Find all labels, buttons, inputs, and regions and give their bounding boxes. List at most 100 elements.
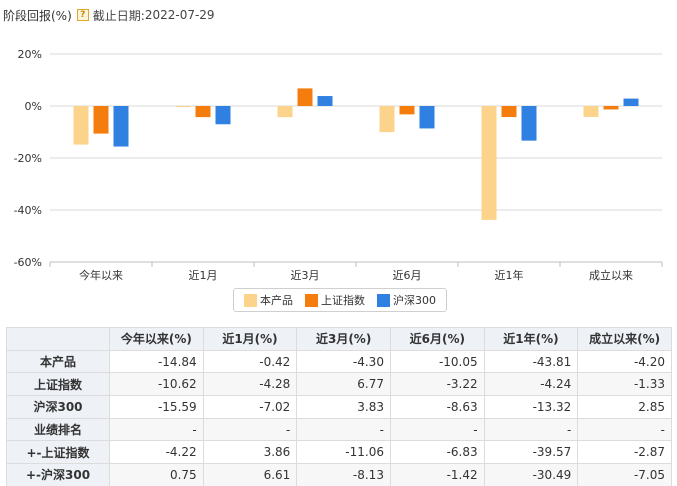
table-row: 本产品 -14.84 -0.42 -4.30 -10.05 -43.81 -4.20 <box>6 349 672 374</box>
table-cell: -1.33 <box>577 372 672 397</box>
bar-上证指数[interactable] <box>501 106 517 118</box>
bar-上证指数[interactable] <box>297 88 313 106</box>
bar-沪深300[interactable] <box>521 106 537 141</box>
returns-table: 今年以来(%) 近1月(%) 近3月(%) 近6月(%) 近1年(%) 成立以来(%) 本… <box>6 327 672 486</box>
table-cell: -10.05 <box>389 349 485 374</box>
legend-item[interactable]: 沪深300 <box>377 292 436 308</box>
column-header: 近6月(%) <box>389 327 485 351</box>
table-cell: -43.81 <box>483 349 579 374</box>
table-cell: -8.13 <box>296 463 391 486</box>
table-row: 业绩排名 - - - - - - <box>6 417 672 442</box>
bar-上证指数[interactable] <box>93 106 109 134</box>
table-cell: -14.84 <box>109 349 204 374</box>
table-cell: -7.02 <box>202 395 298 419</box>
table-cell: -6.83 <box>389 440 485 465</box>
table-cell: -4.28 <box>202 372 298 397</box>
bar-沪深300[interactable] <box>419 106 435 129</box>
table-cell: - <box>389 417 485 442</box>
legend-label: 本产品 <box>260 294 293 307</box>
chart-header: 阶段回报(%) ? 截止日期: 2022-07-29 <box>3 4 215 26</box>
x-tick-label: 近1月 <box>189 269 218 282</box>
bar-本产品[interactable] <box>379 106 395 133</box>
bar-上证指数[interactable] <box>399 106 415 115</box>
bar-上证指数[interactable] <box>195 106 211 118</box>
table-cell: -30.49 <box>483 463 579 486</box>
bar-本产品[interactable] <box>481 106 497 220</box>
bar-沪深300[interactable] <box>113 106 129 147</box>
table-cell: - <box>296 417 391 442</box>
legend-swatch <box>377 293 390 307</box>
table-cell: 6.61 <box>202 463 298 486</box>
x-tick-label: 近1年 <box>495 268 524 282</box>
y-tick-label: 20% <box>18 48 42 61</box>
row-label: +-上证指数 <box>6 440 110 465</box>
bar-本产品[interactable] <box>277 106 293 118</box>
bar-本产品[interactable] <box>583 106 599 117</box>
table-cell: 2.85 <box>577 395 672 419</box>
table-row: +-上证指数 -4.22 3.86 -11.06 -6.83 -39.57 -2.87 <box>6 440 672 465</box>
bar-本产品[interactable] <box>175 106 191 108</box>
bar-上证指数[interactable] <box>603 106 619 110</box>
row-label: 本产品 <box>6 349 110 374</box>
chart-legend: 本产品 上证指数 沪深300 <box>233 288 447 312</box>
table-cell: 6.77 <box>296 372 391 397</box>
chart-grid <box>50 53 662 263</box>
chart-axis: 20% 0% -20% -40% -60% 今年以来 近1月 近3月 近6月 近1年 成立以来 <box>14 48 663 282</box>
x-tick-label: 近3月 <box>291 269 320 282</box>
table-cell: -0.42 <box>202 349 298 374</box>
table-row: 上证指数 -10.62 -4.28 6.77 -3.22 -4.24 -1.33 <box>6 372 672 397</box>
table-cell: -4.20 <box>577 349 672 374</box>
row-label: 上证指数 <box>6 372 110 397</box>
table-cell: -8.63 <box>389 395 485 419</box>
y-tick-label: -40% <box>14 204 42 217</box>
column-header: 今年以来(%) <box>109 327 204 351</box>
y-tick-label: -20% <box>14 152 42 165</box>
bar-沪深300[interactable] <box>215 106 231 125</box>
row-label: 沪深300 <box>6 395 110 419</box>
legend-label: 沪深300 <box>393 294 436 307</box>
row-label: +-沪深300 <box>6 463 110 486</box>
x-tick-label: 近6月 <box>393 269 422 282</box>
table-row: +-沪深300 0.75 6.61 -8.13 -1.42 -30.49 -7.05 <box>6 463 672 486</box>
legend-item[interactable]: 本产品 <box>244 292 293 308</box>
returns-bar-chart: 20% 0% -20% -40% -60% 今年以来 近1月 近3月 近6月 近1年 成立以来 <box>14 48 663 282</box>
bar-沪深300[interactable] <box>317 96 333 106</box>
column-header: 近3月(%) <box>296 327 391 351</box>
legend-swatch <box>244 293 257 307</box>
x-tick-label: 成立以来 <box>589 268 633 282</box>
table-header-row: 今年以来(%) 近1月(%) 近3月(%) 近6月(%) 近1年(%) 成立以来(%) <box>6 327 672 351</box>
table-cell: - <box>577 417 672 442</box>
column-header: 成立以来(%) <box>577 327 672 351</box>
table-cell: -13.32 <box>483 395 579 419</box>
column-header: 近1年(%) <box>483 327 579 351</box>
table-row: 沪深300 -15.59 -7.02 3.83 -8.63 -13.32 2.85 <box>6 395 672 419</box>
table-cell: -2.87 <box>577 440 672 465</box>
table-cell: 0.75 <box>109 463 204 486</box>
row-label: 业绩排名 <box>6 417 110 442</box>
table-cell: -10.62 <box>109 372 204 397</box>
table-cell: 3.83 <box>296 395 391 419</box>
y-tick-label: -60% <box>14 256 42 269</box>
table-cell: -4.24 <box>483 372 579 397</box>
help-icon[interactable]: ? <box>76 9 89 21</box>
table-cell: 3.86 <box>202 440 298 465</box>
table-cell: -4.30 <box>296 349 391 374</box>
table-cell: - <box>202 417 298 442</box>
bar-本产品[interactable] <box>73 106 89 145</box>
date-value: 2022-07-29 <box>144 8 215 22</box>
legend-label: 上证指数 <box>321 294 365 307</box>
column-header <box>6 327 110 351</box>
x-tick-label: 今年以来 <box>79 268 123 282</box>
chart-bars <box>73 88 639 220</box>
table-cell: -11.06 <box>296 440 391 465</box>
bar-沪深300[interactable] <box>623 98 639 106</box>
table-cell: -4.22 <box>109 440 204 465</box>
table-cell: - <box>109 417 204 442</box>
legend-item[interactable]: 上证指数 <box>305 292 365 308</box>
table-cell: -7.05 <box>577 463 672 486</box>
y-tick-label: 0% <box>25 100 42 113</box>
table-cell: -1.42 <box>389 463 485 486</box>
table-cell: - <box>483 417 579 442</box>
page-title: 阶段回报(%) <box>3 8 72 23</box>
legend-swatch <box>305 293 318 307</box>
